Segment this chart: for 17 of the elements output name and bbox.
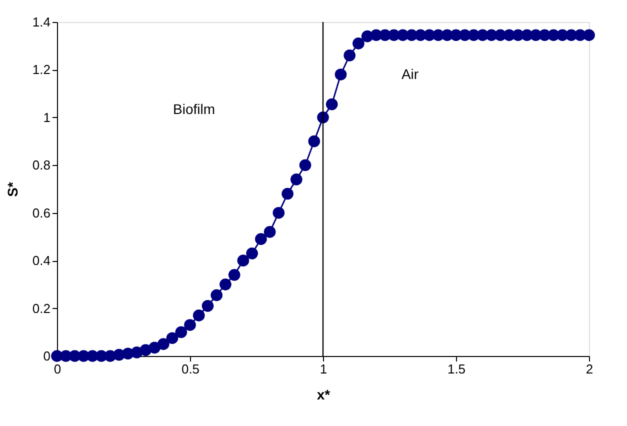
y-axis-title: S* xyxy=(4,182,20,197)
x-tick-label: 1.5 xyxy=(447,362,466,376)
x-tick-label: 2 xyxy=(586,362,594,376)
y-tick-label: 0.2 xyxy=(32,300,50,316)
y-tick-label: 1.4 xyxy=(32,14,50,30)
y-tick-label: 0.8 xyxy=(32,158,50,173)
y-tick-label: 1.2 xyxy=(32,62,50,78)
y-tick-label: 0 xyxy=(43,348,50,364)
y-tick-label: 0.4 xyxy=(32,253,50,268)
x-tick-label: 0.5 xyxy=(181,362,200,376)
y-tick-label: 1 xyxy=(43,110,50,125)
x-axis-title: x* xyxy=(316,386,331,402)
annotation: Biofilm xyxy=(172,101,216,117)
annotation: Air xyxy=(401,66,419,82)
y-tick-label: 0.6 xyxy=(32,205,50,220)
x-tick-label: 1 xyxy=(320,362,328,376)
x-tick-label: 0 xyxy=(54,362,62,376)
